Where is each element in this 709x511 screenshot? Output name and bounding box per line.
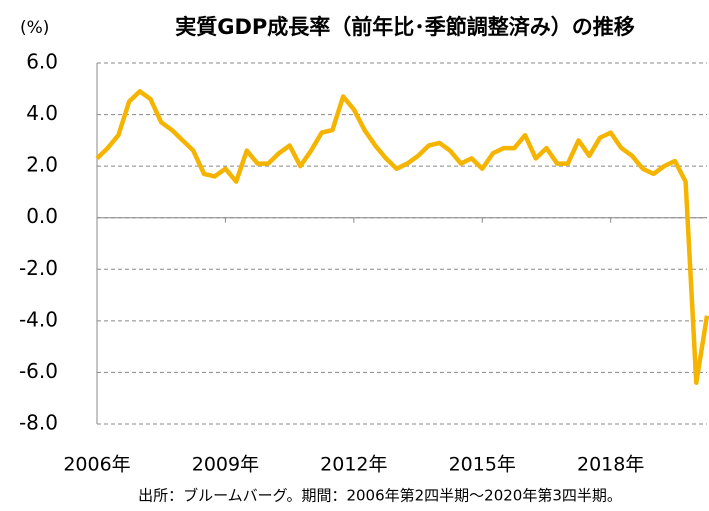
y-unit: (%) [20,18,49,38]
y-tick-label: -6.0 [19,359,58,383]
x-tick-label: 2012年 [320,454,387,476]
y-tick-label: -8.0 [19,411,58,435]
x-tick-label: 2018年 [577,454,644,476]
line [95,89,709,385]
y-tick-label: -2.0 [19,256,58,280]
y-tick-label: 6.0 [26,50,58,74]
y-tick-label: 0.0 [26,204,58,228]
y-tick-label: 2.0 [26,153,58,177]
y-tick-label: -4.0 [19,307,58,331]
y-tick-label: 4.0 [26,101,58,125]
x-tick-label: 2015年 [449,454,516,476]
chart-title: 実質GDP成長率（前年比･季節調整済み）の推移 [175,15,635,39]
x-tick-label: 2009年 [192,454,259,476]
x-tick-label: 2006年 [63,454,130,476]
note: 出所：ブルームバーグ。期間：2006年第2四半期～2020年第3四半期。 [138,487,622,505]
